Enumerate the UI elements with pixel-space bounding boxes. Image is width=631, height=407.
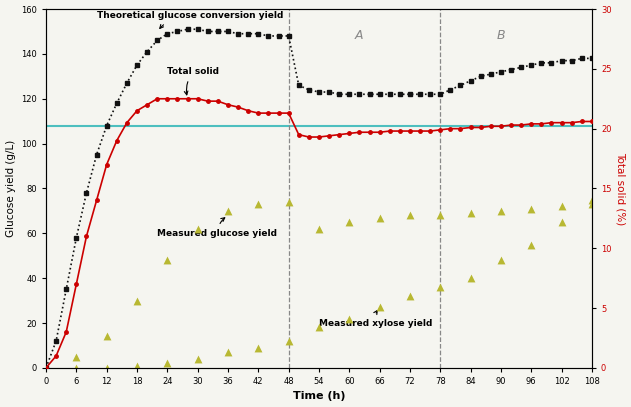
- Point: [132, 298, 142, 304]
- Point: [132, 362, 142, 369]
- Point: [466, 275, 476, 281]
- Point: [162, 360, 172, 367]
- Point: [192, 356, 203, 362]
- Text: B: B: [497, 29, 505, 42]
- Point: [345, 315, 355, 322]
- Point: [253, 201, 263, 208]
- Text: A: A: [355, 29, 363, 42]
- Point: [526, 241, 536, 248]
- Point: [557, 203, 567, 210]
- Point: [587, 197, 597, 203]
- Point: [587, 201, 597, 208]
- Point: [253, 344, 263, 351]
- Point: [192, 225, 203, 232]
- Point: [102, 333, 112, 340]
- Point: [496, 257, 506, 263]
- Text: Measured xylose yield: Measured xylose yield: [319, 311, 432, 328]
- Text: Theoretical glucose conversion yield: Theoretical glucose conversion yield: [97, 11, 283, 28]
- Point: [223, 208, 233, 214]
- Text: Measured glucose yield: Measured glucose yield: [157, 218, 277, 238]
- Point: [102, 365, 112, 371]
- Point: [71, 365, 81, 371]
- Point: [283, 199, 293, 205]
- X-axis label: Time (h): Time (h): [293, 392, 345, 401]
- Point: [496, 208, 506, 214]
- Point: [375, 304, 385, 311]
- Point: [405, 212, 415, 219]
- Text: Total solid: Total solid: [167, 67, 220, 95]
- Point: [345, 219, 355, 225]
- Y-axis label: Total solid (%): Total solid (%): [615, 152, 625, 225]
- Point: [405, 293, 415, 300]
- Point: [435, 212, 445, 219]
- Y-axis label: Glucose yield (g/L): Glucose yield (g/L): [6, 140, 16, 237]
- Point: [314, 324, 324, 331]
- Point: [435, 284, 445, 290]
- Point: [223, 349, 233, 355]
- Point: [162, 257, 172, 263]
- Point: [71, 353, 81, 360]
- Point: [283, 338, 293, 344]
- Point: [375, 214, 385, 221]
- Point: [557, 219, 567, 225]
- Point: [314, 225, 324, 232]
- Point: [466, 210, 476, 217]
- Point: [526, 206, 536, 212]
